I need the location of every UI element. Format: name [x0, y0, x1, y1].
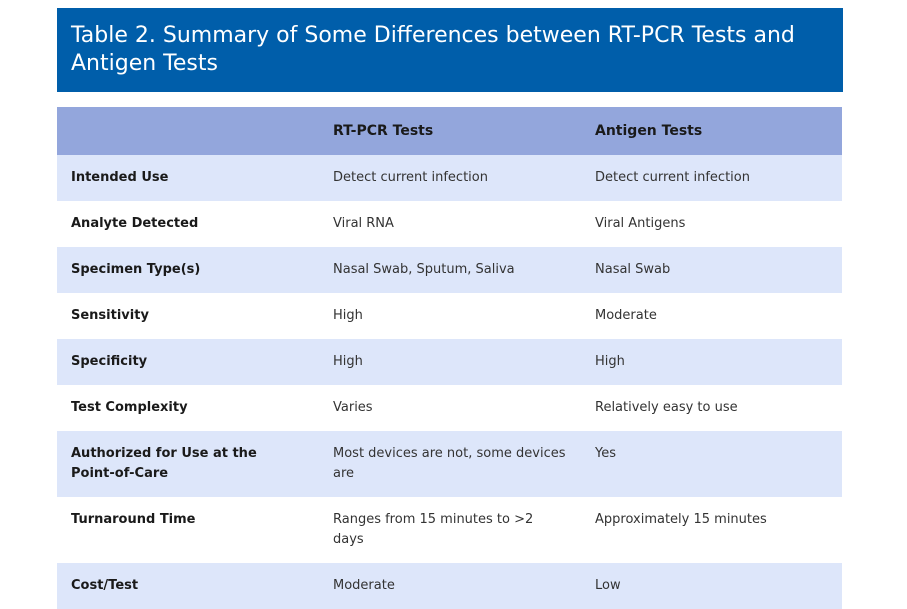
rt-pcr-cell: Viral RNA	[319, 201, 581, 247]
rt-pcr-cell: Nasal Swab, Sputum, Saliva	[319, 247, 581, 293]
header-cell-antigen: Antigen Tests	[581, 107, 842, 155]
table-row: Sensitivity High Moderate	[57, 293, 842, 339]
antigen-cell: Viral Antigens	[581, 201, 842, 247]
row-label: Sensitivity	[57, 293, 319, 339]
antigen-cell: Nasal Swab	[581, 247, 842, 293]
rt-pcr-cell: Most devices are not, some devices are	[319, 431, 581, 497]
table-title: Table 2. Summary of Some Differences bet…	[71, 23, 795, 76]
table-row: Cost/Test Moderate Low	[57, 563, 842, 609]
table-row: Intended Use Detect current infection De…	[57, 155, 842, 201]
antigen-cell: Low	[581, 563, 842, 609]
row-label: Analyte Detected	[57, 201, 319, 247]
table-row: Authorized for Use at the Point-of-Care …	[57, 431, 842, 497]
rt-pcr-cell: Detect current infection	[319, 155, 581, 201]
table-row: Analyte Detected Viral RNA Viral Antigen…	[57, 201, 842, 247]
antigen-cell: High	[581, 339, 842, 385]
header-cell-blank	[57, 107, 319, 155]
table-row: Test Complexity Varies Relatively easy t…	[57, 385, 842, 431]
table-title-bar: Table 2. Summary of Some Differences bet…	[57, 8, 843, 92]
rt-pcr-cell: High	[319, 339, 581, 385]
comparison-table: RT-PCR Tests Antigen Tests Intended Use …	[57, 107, 842, 609]
header-cell-rt-pcr: RT-PCR Tests	[319, 107, 581, 155]
row-label: Cost/Test	[57, 563, 319, 609]
row-label: Intended Use	[57, 155, 319, 201]
antigen-cell: Detect current infection	[581, 155, 842, 201]
rt-pcr-cell: High	[319, 293, 581, 339]
antigen-cell: Moderate	[581, 293, 842, 339]
table-header-row: RT-PCR Tests Antigen Tests	[57, 107, 842, 155]
rt-pcr-cell: Ranges from 15 minutes to >2 days	[319, 497, 581, 563]
table-row: Turnaround Time Ranges from 15 minutes t…	[57, 497, 842, 563]
row-label: Specificity	[57, 339, 319, 385]
rt-pcr-cell: Moderate	[319, 563, 581, 609]
row-label: Authorized for Use at the Point-of-Care	[57, 431, 319, 497]
table-row: Specificity High High	[57, 339, 842, 385]
antigen-cell: Yes	[581, 431, 842, 497]
antigen-cell: Approximately 15 minutes	[581, 497, 842, 563]
row-label: Test Complexity	[57, 385, 319, 431]
row-label: Specimen Type(s)	[57, 247, 319, 293]
row-label: Turnaround Time	[57, 497, 319, 563]
rt-pcr-cell: Varies	[319, 385, 581, 431]
table-row: Specimen Type(s) Nasal Swab, Sputum, Sal…	[57, 247, 842, 293]
antigen-cell: Relatively easy to use	[581, 385, 842, 431]
